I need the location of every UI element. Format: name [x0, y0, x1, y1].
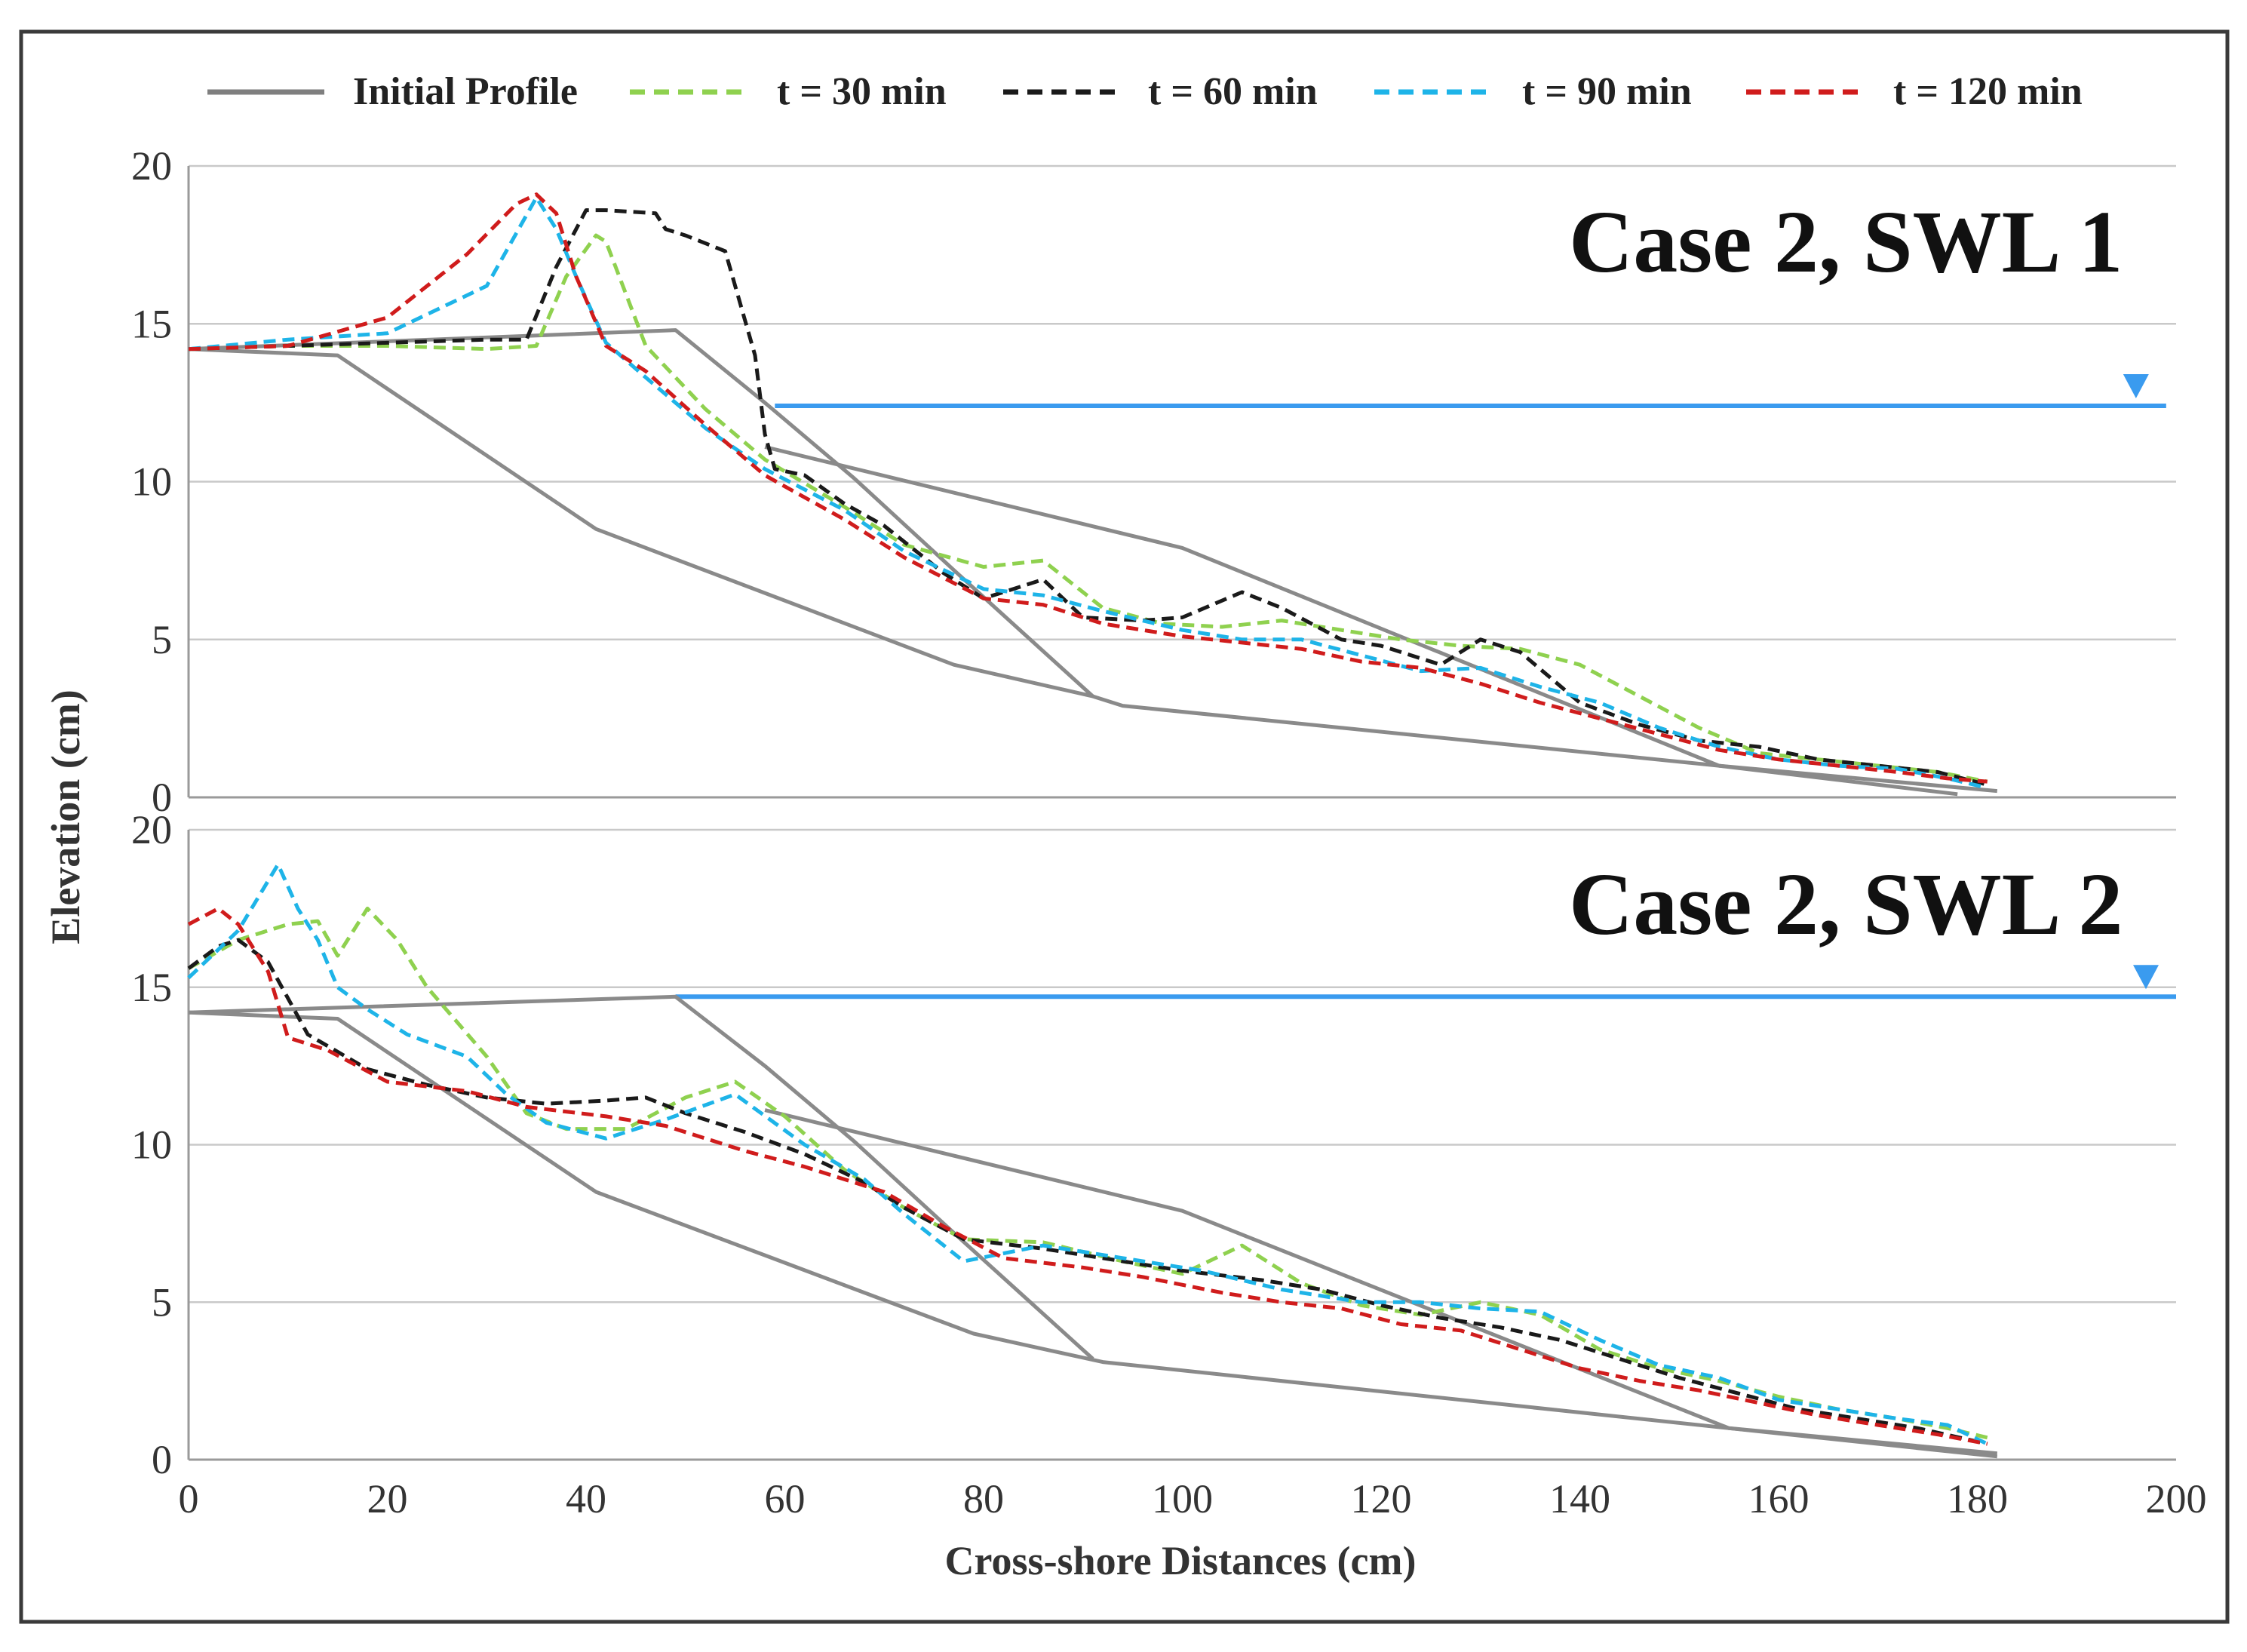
x-tick-label: 100 — [1152, 1476, 1213, 1521]
panel-swl1: 0 5 10 15 20 Case 2, SWL 1 — [131, 143, 2176, 820]
y-tick-label: 10 — [131, 459, 172, 505]
initial-profile-line — [188, 347, 1958, 797]
series-line-t-60-min — [187, 938, 1988, 1446]
x-tick-label: 140 — [1549, 1476, 1610, 1521]
legend-label-t90: t = 90 min — [1522, 70, 1692, 113]
legend-label-initial-profile: Initial Profile — [353, 70, 578, 113]
x-tick-label: 200 — [2146, 1476, 2207, 1521]
swl-marker-icon — [2133, 965, 2159, 990]
legend-label-t60: t = 60 min — [1148, 70, 1318, 113]
x-axis-label: Cross-shore Distances (cm) — [945, 1538, 1417, 1583]
x-tick-label: 80 — [963, 1476, 1004, 1521]
y-tick-label: 20 — [131, 143, 172, 189]
y-tick-label: 15 — [131, 965, 172, 1010]
figure-frame — [19, 29, 2230, 1624]
legend-label-t30: t = 30 min — [777, 70, 947, 113]
y-axis-label: Elevation (cm) — [43, 689, 88, 944]
series-line-t-90-min — [188, 195, 1988, 790]
y-tick-label: 15 — [131, 301, 172, 346]
series-line-t-90-min — [187, 862, 1988, 1446]
x-tick-label: 180 — [1947, 1476, 2008, 1521]
x-tick-label: 60 — [765, 1476, 806, 1521]
y-tick-label: 0 — [152, 775, 172, 820]
panel-title: Case 2, SWL 1 — [1569, 192, 2123, 291]
series-line-t-30-min — [188, 233, 1988, 784]
legend-label-t120: t = 120 min — [1893, 70, 2083, 113]
y-tick-label: 20 — [131, 807, 172, 852]
panel-title: Case 2, SWL 2 — [1569, 855, 2123, 953]
x-tick-label: 0 — [179, 1476, 199, 1521]
y-tick-label: 5 — [152, 617, 172, 662]
x-tick-label: 160 — [1748, 1476, 1810, 1521]
swl-marker-icon — [2123, 374, 2149, 399]
initial-profile-line — [188, 328, 1094, 698]
y-tick-label: 0 — [152, 1437, 172, 1482]
legend: Initial Profile t = 30 min t = 60 min t … — [207, 70, 2083, 113]
series-line-t-120-min — [187, 906, 1988, 1446]
x-tick-label: 20 — [367, 1476, 408, 1521]
initial-profile-line — [188, 994, 1094, 1361]
y-tick-label: 5 — [152, 1279, 172, 1325]
x-tick-label: 40 — [566, 1476, 606, 1521]
series-line-t-120-min — [188, 192, 1988, 784]
y-tick-label: 10 — [131, 1122, 172, 1168]
x-tick-label: 120 — [1351, 1476, 1412, 1521]
